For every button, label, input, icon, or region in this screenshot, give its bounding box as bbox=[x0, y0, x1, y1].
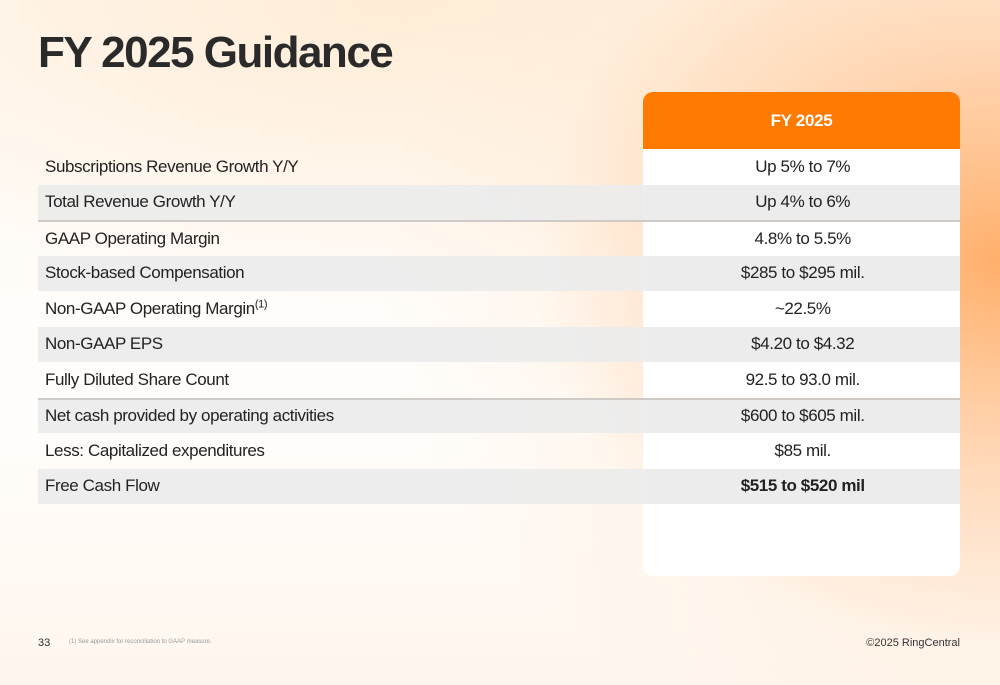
copyright-text: ©2025 RingCentral bbox=[866, 637, 960, 649]
row-value: 92.5 to 93.0 mil. bbox=[645, 362, 960, 398]
table-row: Non-GAAP Operating Margin(1) ~22.5% bbox=[38, 291, 960, 327]
table-row: Free Cash Flow $515 to $520 mil bbox=[38, 468, 960, 504]
row-value: $4.20 to $4.32 bbox=[645, 326, 960, 362]
row-label: GAAP Operating Margin bbox=[45, 228, 220, 248]
row-value: ~22.5% bbox=[645, 291, 960, 327]
row-label: Total Revenue Growth Y/Y bbox=[45, 192, 236, 212]
row-label: Less: Capitalized expenditures bbox=[45, 440, 265, 460]
row-value: Up 5% to 7% bbox=[645, 149, 960, 185]
table-row: Subscriptions Revenue Growth Y/Y Up 5% t… bbox=[38, 149, 960, 185]
row-value: 4.8% to 5.5% bbox=[645, 222, 960, 256]
table-row: Net cash provided by operating activitie… bbox=[38, 397, 960, 433]
table-row: Less: Capitalized expenditures $85 mil. bbox=[38, 433, 960, 469]
table-row: Non-GAAP EPS $4.20 to $4.32 bbox=[38, 326, 960, 362]
page-title: FY 2025 Guidance bbox=[38, 28, 394, 77]
row-label: Non-GAAP Operating Margin(1) bbox=[38, 299, 645, 319]
footnote-marker: (1) bbox=[254, 298, 268, 311]
row-label: Stock-based Compensation bbox=[45, 263, 245, 283]
row-label: Fully Diluted Share Count bbox=[45, 369, 229, 389]
row-value: Up 4% to 6% bbox=[645, 184, 960, 220]
page-number: 33 bbox=[38, 637, 51, 649]
column-header-fy2025: FY 2025 bbox=[643, 92, 960, 149]
table-row: GAAP Operating Margin 4.8% to 5.5% bbox=[38, 220, 960, 256]
row-label: Net cash provided by operating activitie… bbox=[45, 406, 334, 426]
table-row: Total Revenue Growth Y/Y Up 4% to 6% bbox=[38, 184, 960, 220]
table-row: Stock-based Compensation $285 to $295 mi… bbox=[38, 255, 960, 291]
row-label: Free Cash Flow bbox=[45, 476, 160, 496]
row-value: $600 to $605 mil. bbox=[645, 399, 960, 433]
row-label: Subscriptions Revenue Growth Y/Y bbox=[45, 156, 299, 176]
row-label: Non-GAAP EPS bbox=[45, 334, 163, 354]
guidance-table: Subscriptions Revenue Growth Y/Y Up 5% t… bbox=[38, 149, 960, 504]
row-value: $85 mil. bbox=[645, 433, 960, 469]
row-value: $515 to $520 mil bbox=[645, 468, 960, 504]
row-value: $285 to $295 mil. bbox=[645, 255, 960, 291]
row-label-text: Non-GAAP Operating Margin bbox=[45, 298, 255, 318]
table-row: Fully Diluted Share Count 92.5 to 93.0 m… bbox=[38, 362, 960, 398]
footnote-text: (1) See appendix for reconciliation to G… bbox=[69, 639, 212, 645]
